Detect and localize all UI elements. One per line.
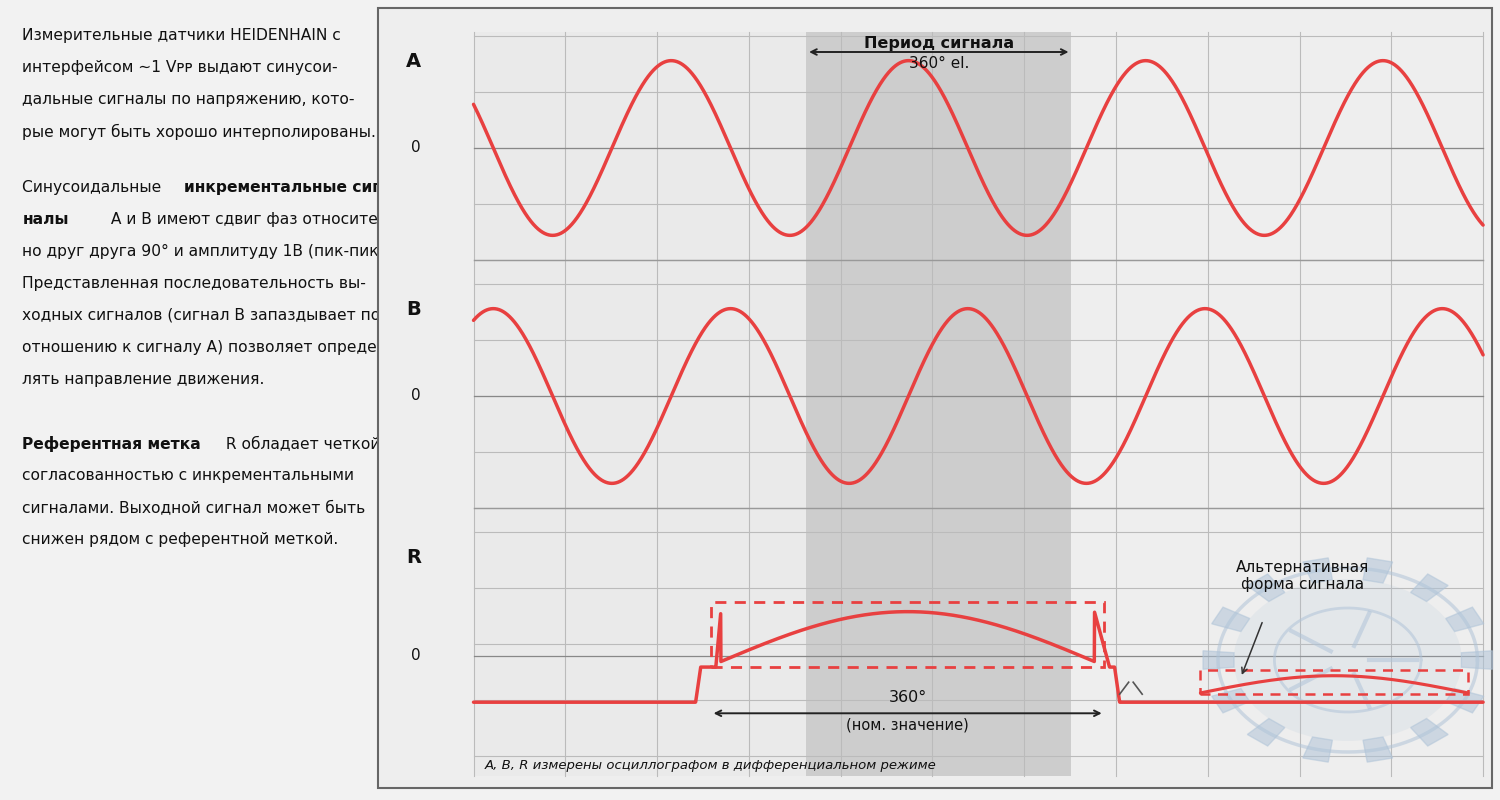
Polygon shape [1304,558,1332,583]
Text: лять направление движения.: лять направление движения. [22,372,264,387]
Polygon shape [1212,689,1249,713]
Text: R обладает четкой: R обладает четкой [222,436,381,451]
Text: 360°: 360° [888,690,927,706]
Text: интерфейсом ∼1 Vᴘᴘ выдают синусои-: интерфейсом ∼1 Vᴘᴘ выдают синусои- [22,60,338,75]
Text: B: B [406,300,420,319]
Text: согласованностью с инкрементальными: согласованностью с инкрементальными [22,468,354,483]
Polygon shape [1304,737,1332,762]
Text: 0: 0 [411,649,422,663]
Polygon shape [1212,607,1249,631]
Polygon shape [1461,650,1492,670]
Polygon shape [1203,650,1234,670]
Bar [711,602,1104,667]
Polygon shape [1248,718,1286,746]
Text: дальные сигналы по напряжению, кото-: дальные сигналы по напряжению, кото- [22,92,355,107]
Text: Период сигнала: Период сигнала [864,36,1014,51]
Text: Представленная последовательность вы-: Представленная последовательность вы- [22,276,366,291]
Text: A: A [406,52,422,71]
Polygon shape [1446,607,1484,631]
Polygon shape [1364,737,1392,762]
Text: А, В, R измерены осциллографом в дифференциальном режиме: А, В, R измерены осциллографом в диффере… [484,759,936,772]
Bar [1200,670,1468,694]
Text: Измерительные датчики HEIDENHAIN с: Измерительные датчики HEIDENHAIN с [22,28,341,43]
Text: налы: налы [22,212,69,227]
Text: А и В имеют сдвиг фаз относитель-: А и В имеют сдвиг фаз относитель- [106,212,402,227]
Text: ходных сигналов (сигнал В запаздывает по: ходных сигналов (сигнал В запаздывает по [22,308,381,323]
Text: но друг друга 90° и амплитуду 1В (пик-пик).: но друг друга 90° и амплитуду 1В (пик-пи… [22,244,390,259]
Polygon shape [1364,558,1392,583]
Text: Референтная метка: Референтная метка [22,436,201,452]
Text: отношению к сигналу А) позволяет опреде-: отношению к сигналу А) позволяет опреде- [22,340,382,355]
Text: Альтернативная
форма сигнала: Альтернативная форма сигнала [1236,560,1370,592]
Text: инкрементальные сиг-: инкрементальные сиг- [184,180,387,195]
Polygon shape [1248,574,1286,602]
Polygon shape [1410,718,1448,746]
Text: рые могут быть хорошо интерполированы.: рые могут быть хорошо интерполированы. [22,124,376,140]
Bar [474,32,807,776]
Text: 0: 0 [411,141,422,155]
Text: 360° el.: 360° el. [909,56,969,71]
Text: сигналами. Выходной сигнал может быть: сигналами. Выходной сигнал может быть [22,500,366,515]
Polygon shape [1446,689,1484,713]
Bar [807,32,1071,776]
Text: 0: 0 [411,389,422,403]
Circle shape [1233,579,1462,741]
Text: Синусоидальные: Синусоидальные [22,180,166,195]
Text: (ном. значение): (ном. значение) [846,718,969,732]
Text: R: R [406,548,422,567]
Text: снижен рядом с референтной меткой.: снижен рядом с референтной меткой. [22,532,339,547]
Polygon shape [1410,574,1448,602]
